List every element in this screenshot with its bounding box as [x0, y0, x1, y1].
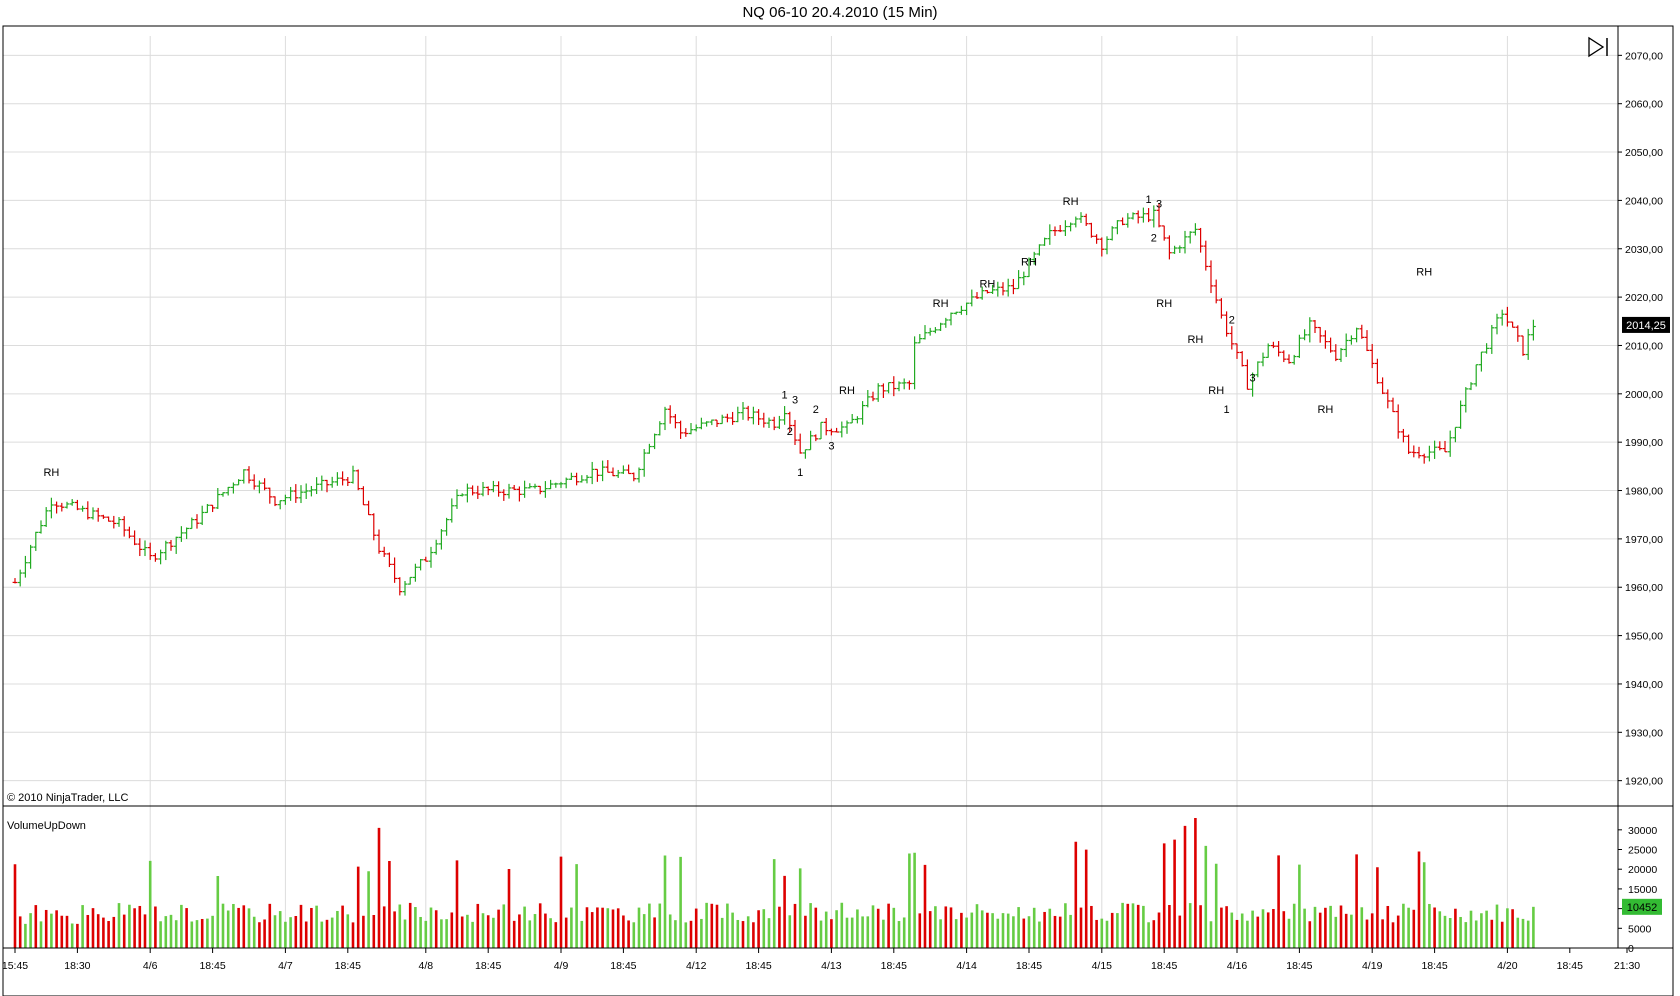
price-tick-label: 2020,00	[1625, 292, 1663, 304]
time-tick-label: 18:45	[745, 960, 771, 972]
pattern-label: RH	[1021, 257, 1037, 269]
pattern-label: 1	[1146, 194, 1152, 206]
time-tick-label: 4/13	[821, 960, 842, 972]
last-volume-marker: 10452	[1622, 898, 1662, 915]
scroll-to-end-icon[interactable]	[1588, 36, 1608, 58]
pattern-label: 2	[1229, 315, 1235, 327]
pattern-label: 1	[782, 390, 788, 402]
pattern-label: 2	[787, 426, 793, 438]
time-tick-label: 4/20	[1497, 960, 1518, 972]
price-tick-label: 1980,00	[1625, 486, 1663, 498]
last-price-marker: 2014,25	[1622, 316, 1670, 333]
pattern-label: RH	[933, 298, 949, 310]
volume-tick-label: 30000	[1628, 825, 1657, 837]
volume-tick-label: 20000	[1628, 864, 1657, 876]
volume-bars	[13, 818, 1535, 948]
price-panel-frame	[2, 25, 1674, 807]
price-tick-label: 1950,00	[1625, 631, 1663, 643]
last-price-label: 2014,25	[1626, 320, 1666, 332]
volume-tick-label: 25000	[1628, 845, 1657, 857]
time-tick-label: 18:45	[199, 960, 225, 972]
time-tick-label: 18:30	[64, 960, 90, 972]
time-tick-label: 21:30	[1614, 960, 1640, 972]
price-tick-label: 1930,00	[1625, 727, 1663, 739]
time-tick-label: 18:45	[610, 960, 636, 972]
pattern-label: 3	[1250, 373, 1256, 385]
pattern-label: 2	[813, 404, 819, 416]
pattern-label: RH	[43, 467, 59, 479]
time-tick-label: 18:45	[881, 960, 907, 972]
time-tick-label: 4/14	[956, 960, 977, 972]
price-tick-label: 2060,00	[1625, 99, 1663, 111]
price-tick-label: 1940,00	[1625, 679, 1663, 691]
time-tick-label: 4/6	[143, 960, 158, 972]
time-tick-label: 18:45	[475, 960, 501, 972]
volume-tick-label: 5000	[1628, 923, 1652, 935]
price-tick-label: 1920,00	[1625, 776, 1663, 788]
time-tick-label: 18:45	[335, 960, 361, 972]
pattern-label: RH	[839, 385, 855, 397]
time-tick-label: 4/8	[418, 960, 433, 972]
time-tick-label: 4/15	[1092, 960, 1113, 972]
price-tick-label: 2040,00	[1625, 195, 1663, 207]
pattern-label: RH	[1156, 298, 1172, 310]
pattern-label: 3	[792, 394, 798, 406]
pattern-label: RH	[1187, 334, 1203, 346]
price-tick-label: 1990,00	[1625, 437, 1663, 449]
time-tick-label: 15:45	[2, 960, 28, 972]
price-bars	[12, 203, 1536, 596]
price-panel-grid	[3, 36, 1618, 948]
pattern-label: 3	[1156, 199, 1162, 211]
price-tick-label: 2010,00	[1625, 340, 1663, 352]
axes: 1920,00 1930,00 1940,00 1950,00 1960,00 1970,…	[2, 50, 1663, 972]
time-tick-label: 4/7	[278, 960, 293, 972]
pattern-label: RH	[979, 278, 995, 290]
volume-tick-label: 15000	[1628, 884, 1657, 896]
last-volume-label: 10452	[1627, 902, 1658, 914]
pattern-label: 2	[1151, 233, 1157, 245]
chart-frame	[2, 25, 1674, 996]
pattern-label: RH	[1416, 266, 1432, 278]
price-tick-label: 1970,00	[1625, 534, 1663, 546]
time-tick-label: 18:45	[1016, 960, 1042, 972]
time-tick-label: 4/16	[1227, 960, 1248, 972]
pattern-label: RH	[1063, 196, 1079, 208]
time-tick-label: 18:45	[1151, 960, 1177, 972]
time-tick-label: 4/9	[554, 960, 569, 972]
volume-panel-label: VolumeUpDown	[7, 820, 86, 832]
time-tick-label: 4/19	[1362, 960, 1383, 972]
chart-title: NQ 06-10 20.4.2010 (15 Min)	[742, 4, 938, 21]
pattern-label: RH	[1317, 404, 1333, 416]
time-tick-label: 18:45	[1557, 960, 1583, 972]
time-tick-label: 4/12	[686, 960, 707, 972]
pattern-label: 3	[828, 440, 834, 452]
copyright-label: © 2010 NinjaTrader, LLC	[7, 792, 128, 804]
pattern-label: 1	[797, 467, 803, 479]
price-tick-label: 2000,00	[1625, 389, 1663, 401]
time-tick-label: 18:45	[1421, 960, 1447, 972]
volume-tick-label: 0	[1628, 943, 1634, 955]
pattern-label: 1	[1224, 404, 1230, 416]
pattern-label: RH	[1208, 385, 1224, 397]
price-tick-label: 1960,00	[1625, 582, 1663, 594]
price-tick-label: 2030,00	[1625, 244, 1663, 256]
price-tick-label: 2070,00	[1625, 50, 1663, 62]
price-tick-label: 2050,00	[1625, 147, 1663, 159]
time-tick-label: 18:45	[1286, 960, 1312, 972]
